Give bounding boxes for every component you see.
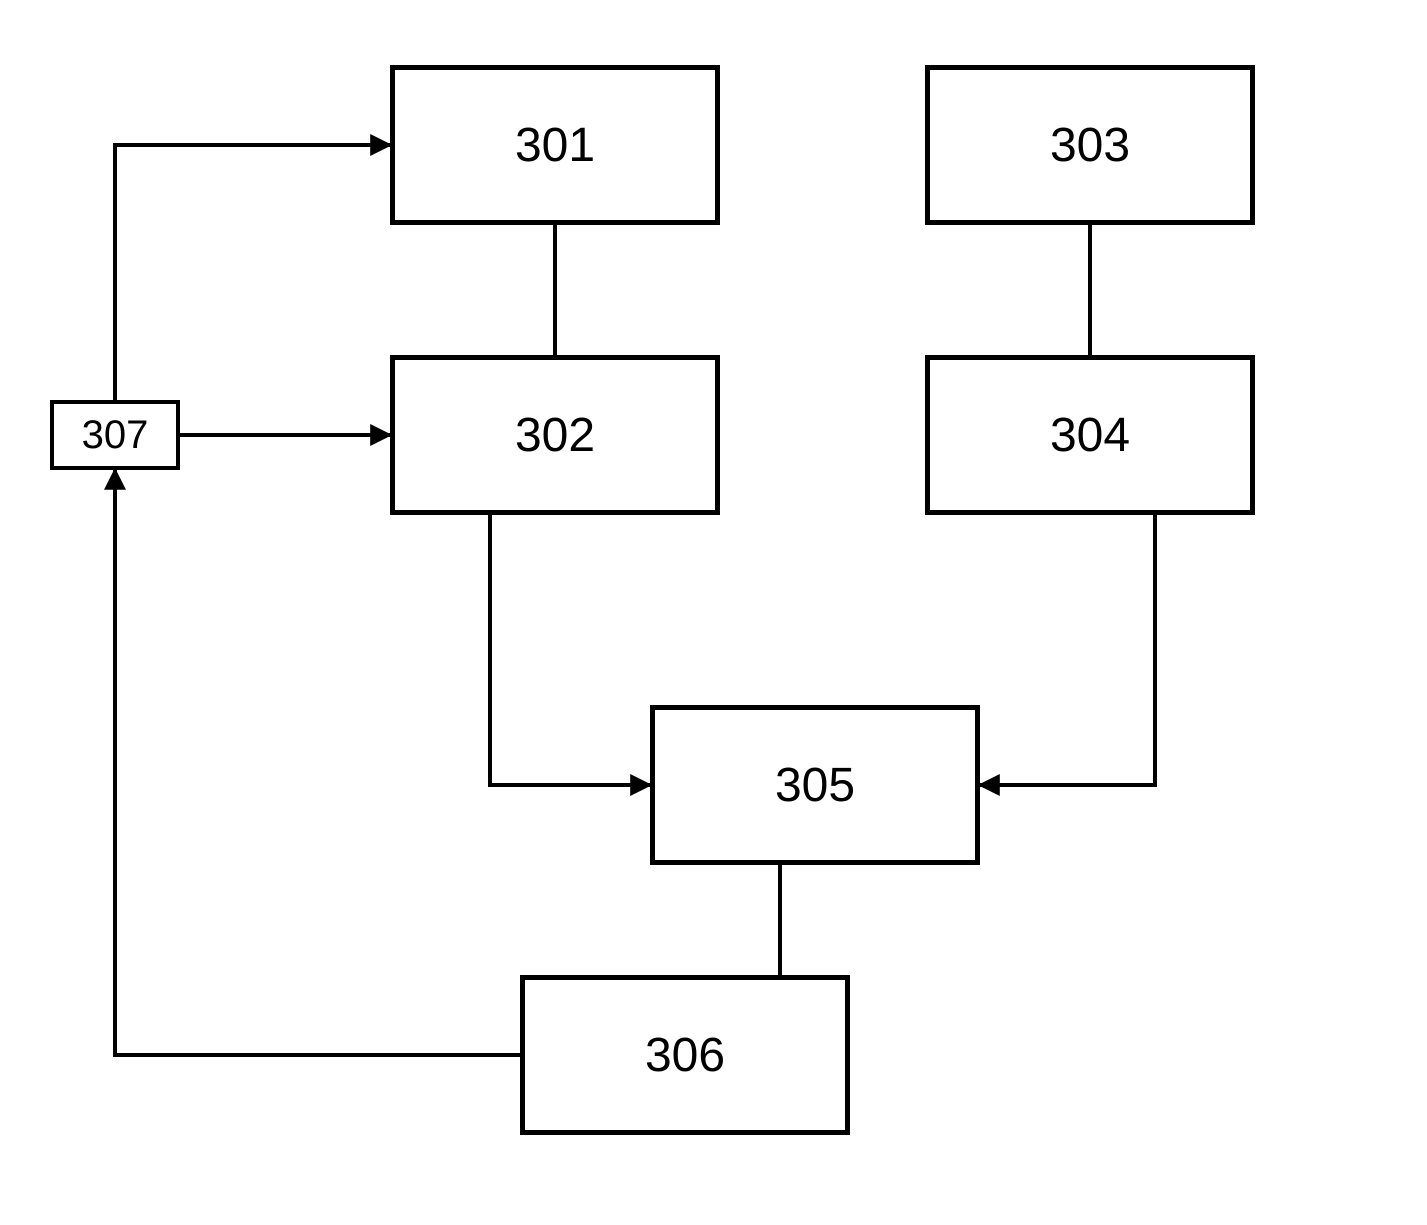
diagram-canvas: 301 302 303 304 305 306 307 [0, 0, 1427, 1225]
node-303: 303 [925, 65, 1255, 225]
node-label: 301 [515, 118, 595, 173]
node-label: 305 [775, 758, 855, 813]
node-label: 304 [1050, 408, 1130, 463]
node-label: 306 [645, 1028, 725, 1083]
node-305: 305 [650, 705, 980, 865]
node-304: 304 [925, 355, 1255, 515]
node-label: 302 [515, 408, 595, 463]
node-label: 303 [1050, 118, 1130, 173]
node-301: 301 [390, 65, 720, 225]
node-label: 307 [82, 413, 149, 458]
node-306: 306 [520, 975, 850, 1135]
node-307: 307 [50, 400, 180, 470]
node-302: 302 [390, 355, 720, 515]
